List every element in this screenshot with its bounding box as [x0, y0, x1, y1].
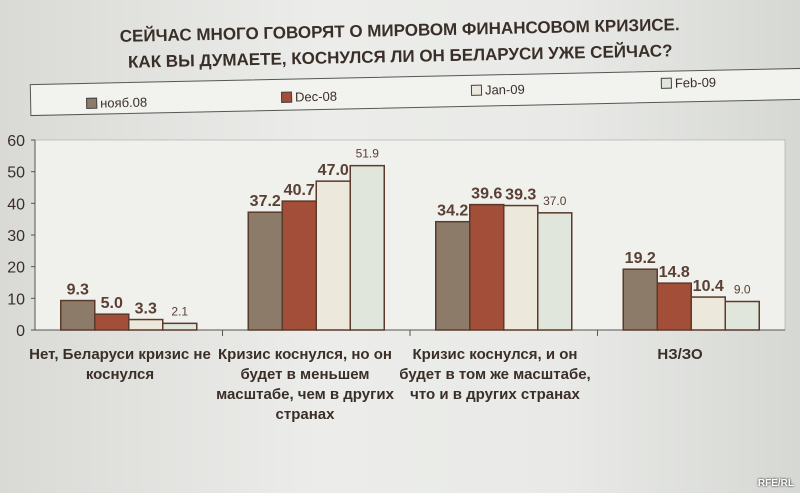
bar-Feb-09-2 — [349, 164, 385, 331]
data-label: 9.3 — [67, 282, 89, 299]
bar-нояб.08-4 — [622, 268, 658, 331]
data-label: 37.0 — [543, 194, 567, 208]
data-label: 39.6 — [471, 186, 502, 203]
data-label: 47.0 — [318, 162, 349, 179]
watermark: RFE/RL — [757, 478, 794, 489]
category-label-3: Кризис коснулся, и он будет в том же мас… — [399, 346, 591, 403]
bar-Feb-09-4 — [724, 300, 760, 331]
bar-Dec-08-1 — [94, 313, 130, 331]
data-label: 39.3 — [505, 187, 536, 204]
y-tick-label: 0 — [16, 323, 25, 340]
data-label: 37.2 — [250, 193, 281, 210]
bar-Feb-09-3 — [537, 212, 573, 331]
category-label-2: Кризис коснулся, но он будет в меньшем м… — [216, 346, 394, 423]
y-tick-label: 40 — [7, 196, 25, 213]
bar-нояб.08-3 — [435, 220, 471, 331]
data-label: 19.2 — [625, 250, 656, 267]
data-label: 9.0 — [734, 283, 751, 297]
data-label: 5.0 — [101, 295, 123, 312]
bar-Jan-09-2 — [315, 180, 351, 331]
bar-Jan-09-3 — [503, 204, 539, 331]
bar-Dec-08-2 — [281, 200, 317, 331]
bar-Dec-08-4 — [656, 282, 692, 331]
data-label: 3.3 — [135, 301, 157, 318]
category-label-4: НЗ/ЗО — [657, 346, 703, 363]
bar-Feb-09-1 — [162, 322, 198, 331]
bar-Jan-09-4 — [690, 296, 726, 331]
data-label: 14.8 — [659, 264, 690, 281]
data-label: 10.4 — [693, 278, 724, 295]
data-label: 40.7 — [284, 182, 315, 199]
y-tick-label: 60 — [7, 133, 25, 150]
y-tick-label: 30 — [7, 228, 25, 245]
y-tick-label: 50 — [7, 165, 25, 182]
data-label: 51.9 — [356, 147, 380, 161]
bar-нояб.08-1 — [60, 299, 96, 331]
bar-Jan-09-1 — [128, 318, 164, 331]
category-label-1: Нет, Беларуси кризис не коснулся — [29, 346, 211, 383]
y-tick-label: 10 — [7, 291, 25, 308]
bar-Dec-08-3 — [469, 203, 505, 331]
data-label: 2.1 — [171, 304, 188, 318]
data-label: 34.2 — [437, 203, 468, 220]
bar-нояб.08-2 — [247, 211, 283, 331]
y-tick-label: 20 — [7, 260, 25, 277]
